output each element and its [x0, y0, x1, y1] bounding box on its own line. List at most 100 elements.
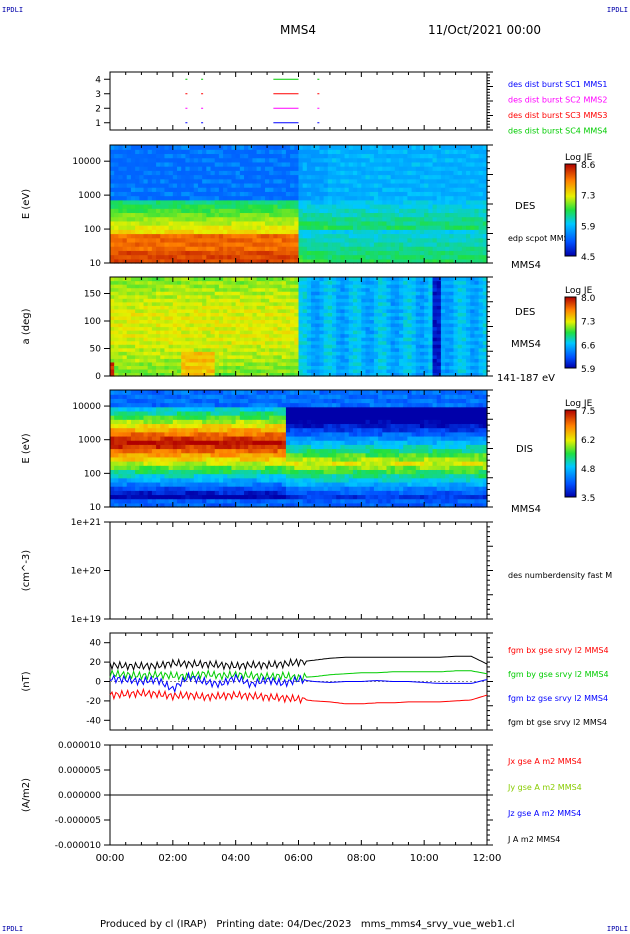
heatmap-cell: [248, 361, 254, 366]
heatmap-cell: [110, 195, 115, 201]
heatmap-cell: [290, 340, 295, 345]
heatmap-cell: [394, 337, 400, 342]
heatmap-cell: [373, 178, 379, 184]
heatmap-cell: [382, 182, 388, 188]
heatmap-cell: [394, 372, 400, 377]
heatmap-cell: [231, 241, 237, 247]
heatmap-cell: [457, 250, 463, 256]
heatmap-cell: [285, 208, 291, 214]
heatmap-cell: [185, 174, 191, 180]
heatmap-cell: [294, 157, 300, 163]
heatmap-cell: [181, 298, 186, 303]
heatmap-cell: [319, 241, 325, 247]
heatmap-cell: [110, 294, 115, 299]
heatmap-cell: [445, 347, 450, 352]
heatmap-cell: [244, 330, 249, 335]
heatmap-cell: [440, 347, 446, 352]
heatmap-cell: [114, 354, 119, 359]
heatmap-cell: [281, 351, 287, 356]
heatmap-cell: [281, 358, 287, 363]
heatmap-cell: [218, 149, 224, 155]
heatmap-cell: [277, 354, 283, 359]
heatmap-cell: [244, 204, 249, 209]
heatmap-cell: [378, 294, 383, 299]
heatmap-cell: [151, 174, 157, 180]
heatmap-cell: [210, 237, 216, 243]
heatmap-cell: [390, 305, 396, 310]
heatmap-cell: [290, 337, 295, 342]
heatmap-cell: [399, 170, 404, 176]
heatmap-cell: [248, 170, 254, 176]
heatmap-cell: [130, 284, 136, 289]
heatmap-cell: [348, 319, 354, 324]
heatmap-cell: [415, 365, 421, 370]
heatmap-cell: [482, 157, 488, 163]
heatmap-cell: [340, 287, 346, 292]
heatmap-cell: [323, 229, 329, 235]
heatmap-cell: [436, 319, 442, 324]
heatmap-cell: [369, 340, 375, 345]
heatmap-cell: [394, 258, 400, 264]
heatmap-cell: [323, 365, 329, 370]
heatmap-cell: [436, 284, 442, 289]
heatmap-cell: [214, 250, 220, 256]
heatmap-cell: [231, 149, 237, 155]
heatmap-cell: [478, 187, 484, 192]
heatmap-cell: [302, 305, 308, 310]
heatmap-cell: [348, 254, 354, 260]
heatmap-cell: [181, 361, 186, 366]
heatmap-cell: [177, 208, 182, 214]
heatmap-cell: [231, 233, 237, 239]
heatmap-cell: [369, 174, 375, 180]
heatmap-cell: [151, 157, 157, 163]
heatmap-cell: [290, 294, 295, 299]
heatmap-cell: [382, 195, 388, 201]
heatmap-cell: [298, 347, 304, 352]
heatmap-cell: [373, 322, 379, 328]
heatmap-cell: [357, 212, 362, 218]
heatmap-cell: [135, 225, 140, 230]
heatmap-cell: [118, 149, 124, 155]
heatmap-cell: [189, 322, 195, 328]
heatmap-cell: [394, 208, 400, 214]
heatmap-cell: [332, 166, 337, 171]
heatmap-cell: [419, 305, 425, 310]
heatmap-cell: [482, 166, 488, 171]
heatmap-cell: [311, 284, 316, 289]
heatmap-cell: [218, 372, 224, 377]
heatmap-cell: [114, 191, 119, 197]
heatmap-cell: [189, 199, 195, 205]
heatmap-cell: [114, 233, 119, 239]
heatmap-cell: [185, 333, 191, 338]
heatmap-cell: [365, 250, 371, 256]
heatmap-cell: [365, 280, 371, 285]
heatmap-cell: [336, 250, 341, 256]
heatmap-cell: [399, 333, 404, 338]
heatmap-cell: [407, 301, 413, 306]
heatmap-cell: [168, 308, 174, 313]
heatmap-cell: [449, 330, 455, 335]
heatmap-cell: [181, 237, 186, 243]
heatmap-cell: [327, 337, 333, 342]
heatmap-cell: [453, 225, 459, 230]
heatmap-cell: [319, 287, 325, 292]
heatmap-cell: [110, 315, 115, 321]
heatmap-cell: [164, 216, 170, 222]
heatmap-cell: [311, 157, 316, 163]
heatmap-cell: [143, 241, 149, 247]
heatmap-cell: [239, 368, 245, 374]
heatmap-cell: [378, 178, 383, 184]
heatmap-cell: [382, 208, 388, 214]
heatmap-cell: [231, 246, 237, 251]
heatmap-cell: [453, 195, 459, 201]
heatmap-cell: [478, 178, 484, 184]
scpot-label: edp scpot MMS4: [508, 234, 574, 243]
heatmap-cell: [432, 337, 438, 342]
heatmap-cell: [461, 191, 467, 197]
heatmap-cell: [457, 174, 463, 180]
heatmap-cell: [264, 178, 270, 184]
heatmap-cell: [440, 212, 446, 218]
heatmap-cell: [185, 153, 191, 159]
heatmap-cell: [315, 372, 321, 377]
heatmap-cell: [348, 233, 354, 239]
